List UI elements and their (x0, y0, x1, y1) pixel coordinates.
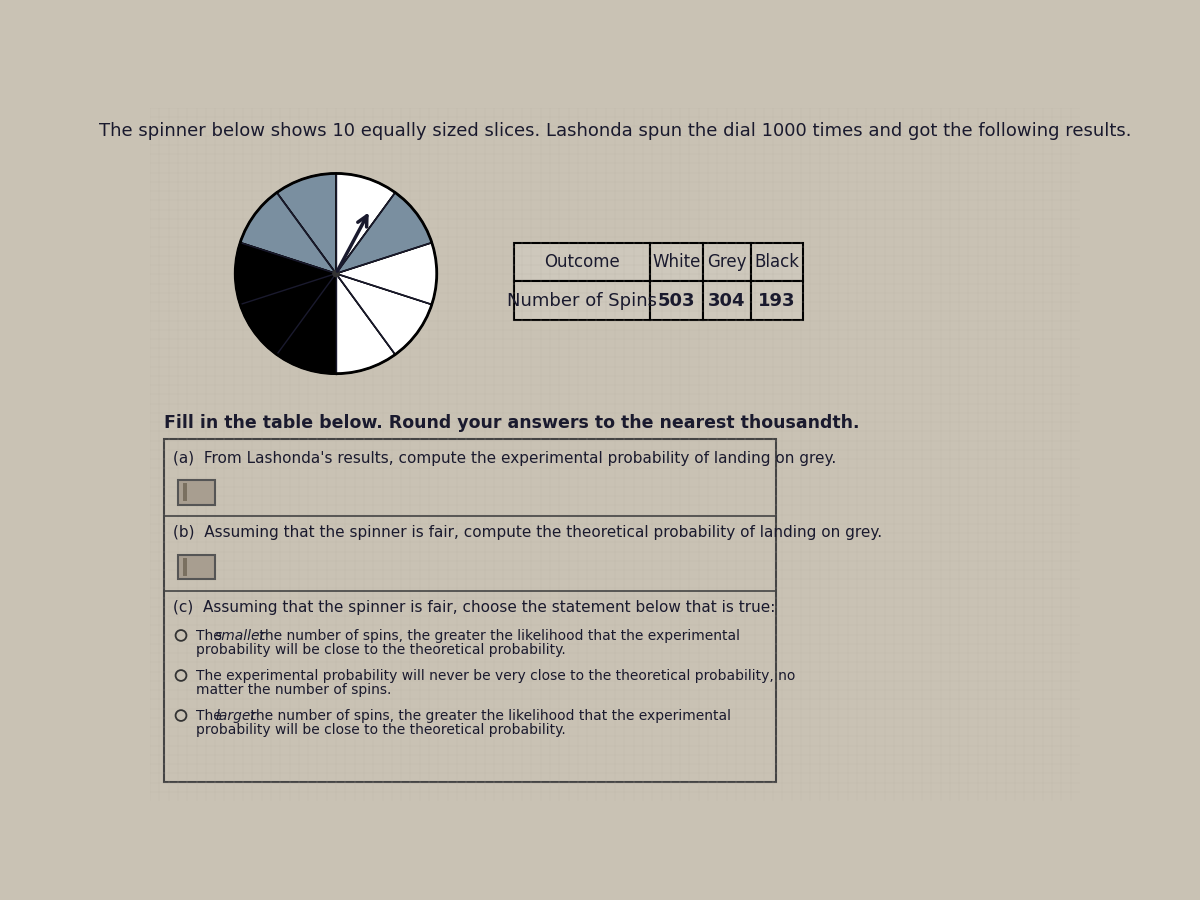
Text: (a)  From Lashonda's results, compute the experimental probability of landing on: (a) From Lashonda's results, compute the… (173, 451, 836, 465)
Bar (515, 243, 650, 281)
Text: probability will be close to the theoretical probability.: probability will be close to the theoret… (197, 644, 566, 657)
Wedge shape (240, 193, 336, 274)
Bar (182, 483, 187, 501)
Bar (650, 281, 702, 320)
Bar (650, 243, 702, 281)
Bar (182, 558, 187, 576)
Wedge shape (336, 174, 395, 274)
Wedge shape (336, 274, 432, 355)
Wedge shape (240, 274, 336, 355)
Text: Fill in the table below. Round your answers to the nearest thousandth.: Fill in the table below. Round your answ… (164, 415, 859, 433)
Text: The spinner below shows 10 equally sized slices. Lashonda spun the dial 1000 tim: The spinner below shows 10 equally sized… (98, 122, 1132, 140)
Text: 193: 193 (758, 292, 796, 310)
Text: 503: 503 (658, 292, 695, 310)
Text: (b)  Assuming that the spinner is fair, compute the theoretical probability of l: (b) Assuming that the spinner is fair, c… (173, 526, 882, 540)
Text: White: White (652, 253, 701, 271)
Bar (702, 243, 751, 281)
Wedge shape (336, 193, 432, 274)
Text: Number of Spins: Number of Spins (508, 292, 658, 310)
Text: the number of spins, the greater the likelihood that the experimental: the number of spins, the greater the lik… (256, 629, 740, 643)
Bar (178, 480, 215, 505)
Text: smaller: smaller (215, 629, 266, 643)
Bar (178, 554, 215, 580)
Text: larger: larger (215, 709, 257, 724)
Bar (751, 281, 803, 320)
Text: 304: 304 (708, 292, 745, 310)
Wedge shape (277, 274, 336, 373)
Text: The: The (197, 629, 227, 643)
Text: Black: Black (755, 253, 799, 271)
Bar (515, 281, 650, 320)
Text: the number of spins, the greater the likelihood that the experimental: the number of spins, the greater the lik… (246, 709, 731, 724)
Circle shape (332, 271, 340, 276)
Wedge shape (336, 274, 395, 373)
Wedge shape (277, 174, 336, 274)
Bar (164, 439, 776, 782)
Bar (702, 281, 751, 320)
Bar (751, 243, 803, 281)
Text: Grey: Grey (707, 253, 746, 271)
Text: Outcome: Outcome (544, 253, 620, 271)
Text: The: The (197, 709, 227, 724)
Wedge shape (235, 243, 336, 304)
Text: probability will be close to the theoretical probability.: probability will be close to the theoret… (197, 724, 566, 737)
Wedge shape (336, 243, 437, 304)
Text: (c)  Assuming that the spinner is fair, choose the statement below that is true:: (c) Assuming that the spinner is fair, c… (173, 600, 775, 615)
Text: The experimental probability will never be very close to the theoretical probabi: The experimental probability will never … (197, 670, 796, 683)
Text: matter the number of spins.: matter the number of spins. (197, 683, 392, 698)
